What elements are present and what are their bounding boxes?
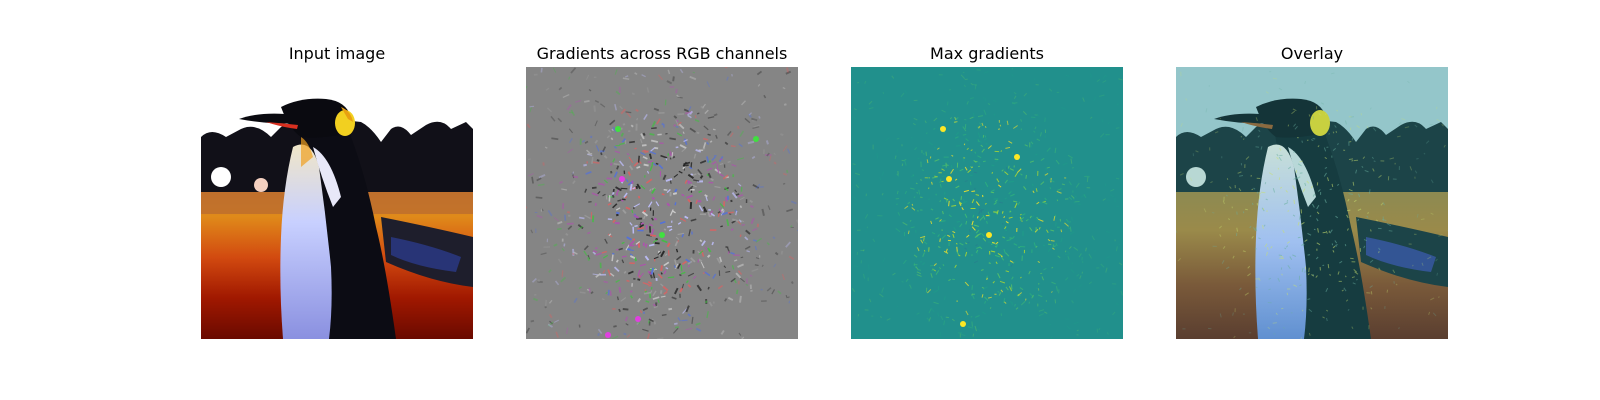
overlay-title: Overlay [1280,44,1344,63]
overlay-panel [1176,67,1448,339]
input-image-panel [201,67,473,339]
rgb-gradient-noise [526,67,798,339]
max-gradient-map [851,67,1123,339]
gradients-rgb-title: Gradients across RGB channels [536,44,788,63]
gradient-noise-layer [526,67,798,339]
max-gradients-title: Max gradients [930,44,1044,63]
input-image-title: Input image [288,44,386,63]
max-gradient-noise-layer [851,67,1123,339]
rgb-gradients-panel [526,67,798,339]
overlay-image [1176,67,1448,339]
max-gradients-panel [851,67,1123,339]
overlay-noise-layer [1176,71,1448,339]
penguin-photo [201,67,473,339]
